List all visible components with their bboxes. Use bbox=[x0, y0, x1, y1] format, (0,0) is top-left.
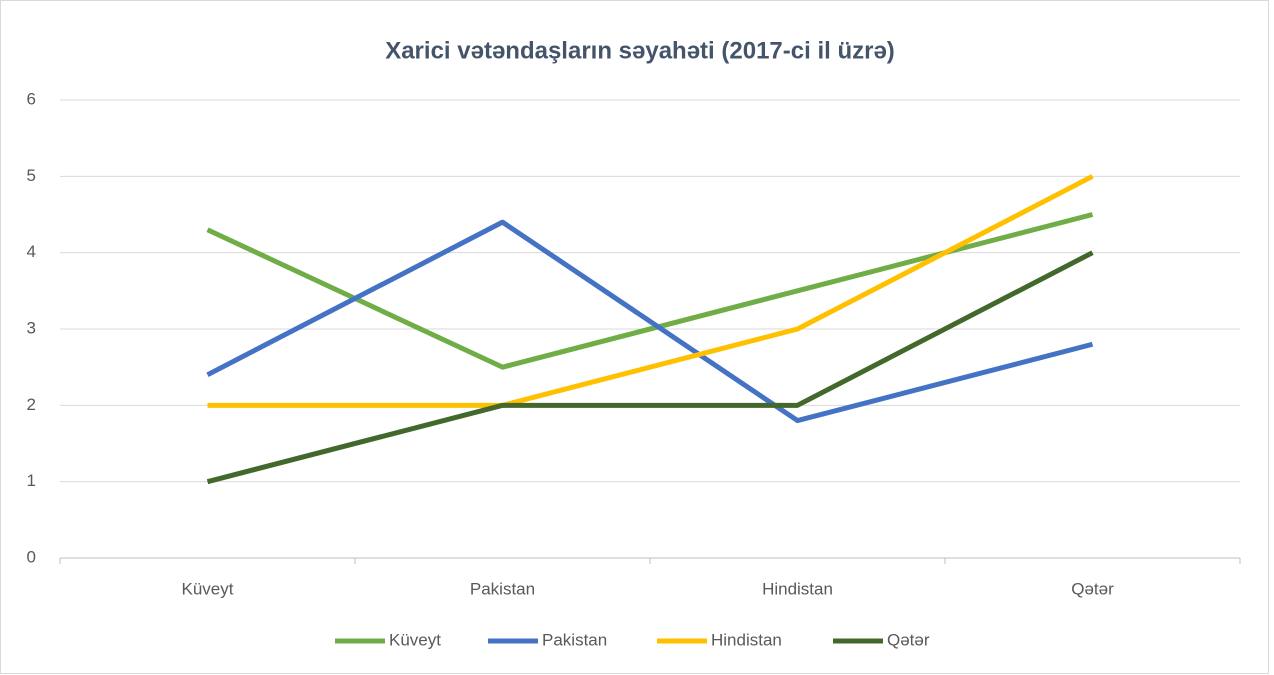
y-tick-label: 3 bbox=[27, 318, 36, 337]
chart-title: Xarici vətəndaşların səyahəti (2017-ci i… bbox=[385, 37, 895, 64]
y-tick-label: 1 bbox=[27, 471, 36, 490]
y-tick-label: 6 bbox=[27, 89, 36, 108]
series-line bbox=[207, 174, 1094, 408]
x-tick-label: Küveyt bbox=[182, 579, 234, 598]
legend-label: Hindistan bbox=[711, 630, 782, 649]
x-tick-label: Qətər bbox=[1071, 579, 1114, 598]
x-tick-label: Hindistan bbox=[762, 579, 833, 598]
y-tick-label: 0 bbox=[27, 547, 36, 566]
y-tick-label: 5 bbox=[27, 166, 36, 185]
legend-label: Küveyt bbox=[389, 630, 441, 649]
legend-label: Pakistan bbox=[542, 630, 607, 649]
y-tick-label: 4 bbox=[27, 242, 36, 261]
y-tick-label: 2 bbox=[27, 395, 36, 414]
legend-label: Qətər bbox=[887, 630, 930, 649]
series-line bbox=[206, 219, 1094, 424]
series-line bbox=[206, 250, 1094, 485]
x-tick-label: Pakistan bbox=[470, 579, 535, 598]
